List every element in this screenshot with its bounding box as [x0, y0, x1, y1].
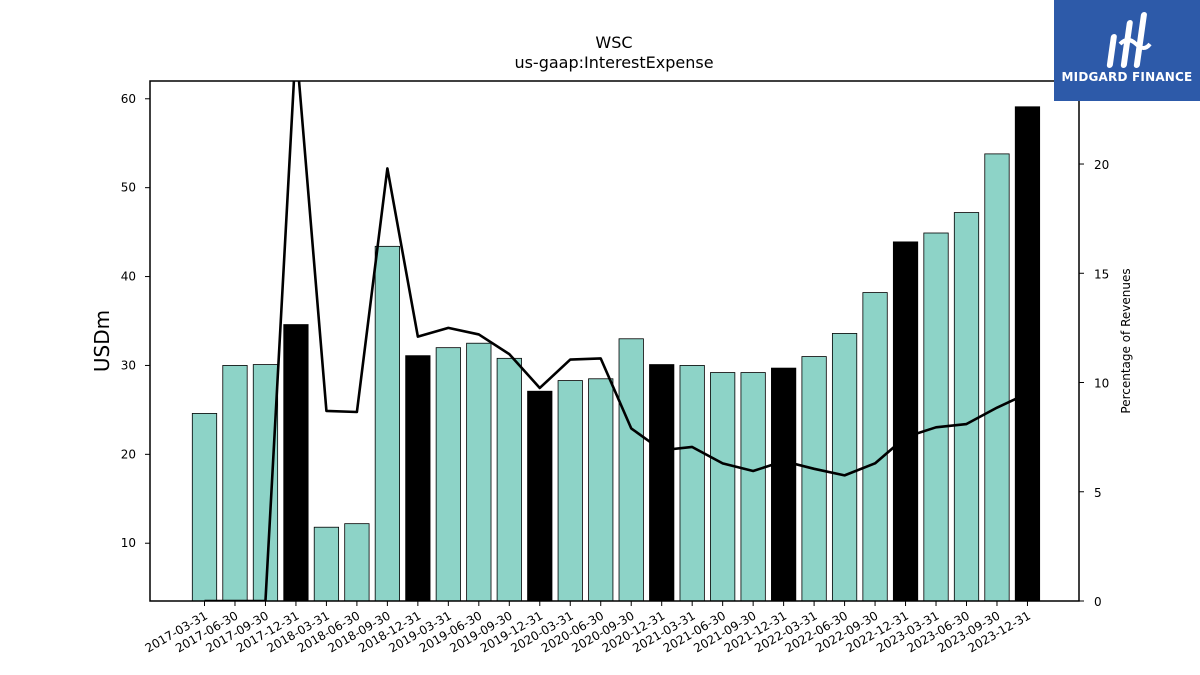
chart-title: WSC [595, 33, 632, 52]
bars-group [191, 106, 1041, 602]
bar-2017-06-30 [222, 365, 248, 602]
y-right-tick-label: 20 [1094, 158, 1109, 172]
midgard-finance-logo: MIDGARD FINANCE [1054, 0, 1200, 101]
bar-2021-09-30 [740, 372, 766, 602]
logo-icon [1106, 12, 1152, 68]
bar-2023-03-31 [923, 232, 949, 602]
y-right-tick-label: 5 [1094, 486, 1102, 500]
bar-2022-09-30 [862, 292, 888, 602]
line-group [204, 81, 1029, 601]
bar-2017-03-31 [191, 413, 218, 602]
y-tick-label: 50 [121, 181, 136, 195]
y-tick-label: 30 [121, 358, 136, 372]
bar-2018-09-30 [374, 245, 400, 602]
y-tick-label: 60 [121, 92, 136, 106]
plot-frame [149, 80, 1080, 602]
bar-2019-03-31 [435, 347, 461, 602]
bar-2019-12-31 [527, 390, 553, 602]
bar-2019-09-30 [496, 357, 522, 602]
bar-2020-09-30 [618, 338, 644, 602]
bar-2021-06-30 [710, 372, 736, 602]
y-tick-label: 10 [121, 536, 136, 550]
bar-2017-12-31 [283, 324, 309, 602]
bar-2019-06-30 [466, 342, 492, 602]
bar-2020-06-30 [588, 378, 614, 602]
bar-2021-12-31 [771, 367, 797, 602]
y-right-tick-label: 0 [1094, 595, 1102, 609]
bar-2022-03-31 [801, 356, 827, 602]
y-axis-right: 0 5 10 15 20 [1079, 158, 1109, 609]
bar-2018-03-31 [313, 526, 340, 602]
x-axis: 2017-03-312017-06-302017-09-302017-12-31… [143, 601, 1033, 655]
bar-2022-06-30 [831, 333, 858, 602]
bar-2022-12-31 [892, 241, 919, 602]
bar-2018-06-30 [344, 523, 370, 602]
bar-2020-12-31 [649, 364, 675, 602]
bar-2023-09-30 [984, 153, 1010, 602]
y-axis-right-label: Percentage of Revenues [1119, 268, 1133, 413]
y-tick-label: 20 [121, 447, 136, 461]
bar-2023-06-30 [953, 212, 980, 602]
y-right-tick-label: 15 [1094, 267, 1109, 281]
bar-2023-12-31 [1014, 106, 1041, 602]
y-right-tick-label: 10 [1094, 377, 1109, 391]
y-axis-label: USDm [90, 310, 114, 372]
bar-2018-12-31 [405, 355, 431, 602]
bar-2020-03-31 [557, 380, 583, 602]
chart-subtitle: us-gaap:InterestExpense [514, 53, 713, 72]
bar-2021-03-31 [679, 365, 705, 602]
y-tick-label: 40 [121, 270, 136, 284]
logo-text: MIDGARD FINANCE [1061, 70, 1193, 84]
percentage-of-revenues-line [204, 81, 1029, 601]
bar-2017-09-30 [252, 364, 279, 602]
y-axis-left: 10 20 30 40 50 60 [121, 92, 150, 550]
